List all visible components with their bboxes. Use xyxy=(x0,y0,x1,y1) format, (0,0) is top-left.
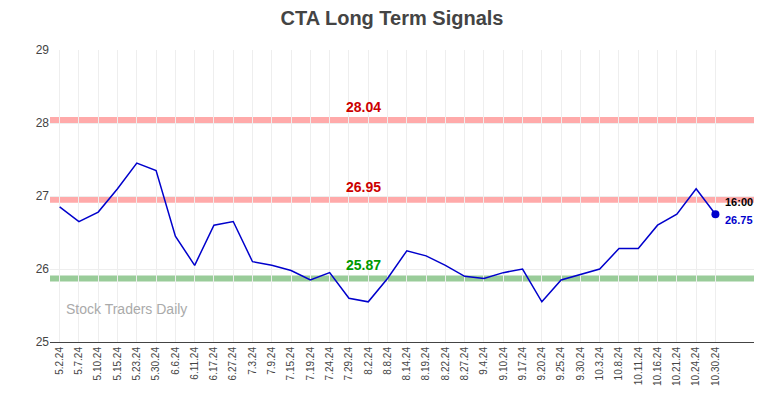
svg-text:28: 28 xyxy=(36,116,50,130)
svg-text:6.6.24: 6.6.24 xyxy=(170,347,181,375)
svg-text:29: 29 xyxy=(36,43,50,57)
svg-text:5.30.24: 5.30.24 xyxy=(150,347,161,381)
svg-text:8.14.24: 8.14.24 xyxy=(401,347,412,381)
svg-text:7.9.24: 7.9.24 xyxy=(266,347,277,375)
svg-text:8.27.24: 8.27.24 xyxy=(459,347,470,381)
svg-text:6.27.24: 6.27.24 xyxy=(227,347,238,381)
svg-text:28.04: 28.04 xyxy=(346,99,381,115)
svg-text:8.22.24: 8.22.24 xyxy=(440,347,451,381)
svg-text:6.17.24: 6.17.24 xyxy=(208,347,219,381)
svg-text:9.4.24: 9.4.24 xyxy=(478,347,489,375)
svg-text:16:00: 16:00 xyxy=(725,196,753,208)
svg-text:26.75: 26.75 xyxy=(725,214,753,226)
svg-text:9.25.24: 9.25.24 xyxy=(555,347,566,381)
svg-text:7.19.24: 7.19.24 xyxy=(305,347,316,381)
svg-text:10.16.24: 10.16.24 xyxy=(652,347,663,386)
svg-text:5.15.24: 5.15.24 xyxy=(112,347,123,381)
svg-text:7.15.24: 7.15.24 xyxy=(285,347,296,381)
svg-text:27: 27 xyxy=(36,189,50,203)
svg-text:CTA Long Term Signals: CTA Long Term Signals xyxy=(281,7,504,29)
svg-text:10.30.24: 10.30.24 xyxy=(710,347,721,386)
svg-text:7.29.24: 7.29.24 xyxy=(343,347,354,381)
svg-text:10.21.24: 10.21.24 xyxy=(671,347,682,386)
svg-text:8.2.24: 8.2.24 xyxy=(363,347,374,375)
svg-text:10.24.24: 10.24.24 xyxy=(690,347,701,386)
svg-text:26: 26 xyxy=(36,262,50,276)
svg-text:9.10.24: 9.10.24 xyxy=(498,347,509,381)
svg-text:Stock Traders Daily: Stock Traders Daily xyxy=(66,301,187,317)
svg-text:8.8.24: 8.8.24 xyxy=(382,347,393,375)
svg-text:9.17.24: 9.17.24 xyxy=(517,347,528,381)
svg-text:10.3.24: 10.3.24 xyxy=(594,347,605,381)
svg-text:26.95: 26.95 xyxy=(346,179,381,195)
svg-text:9.20.24: 9.20.24 xyxy=(536,347,547,381)
svg-text:5.23.24: 5.23.24 xyxy=(131,347,142,381)
svg-text:5.2.24: 5.2.24 xyxy=(54,347,65,375)
svg-text:8.19.24: 8.19.24 xyxy=(420,347,431,381)
svg-text:10.8.24: 10.8.24 xyxy=(613,347,624,381)
svg-text:25: 25 xyxy=(36,335,50,349)
svg-text:5.7.24: 5.7.24 xyxy=(73,347,84,375)
svg-text:25.87: 25.87 xyxy=(346,257,381,273)
svg-text:6.11.24: 6.11.24 xyxy=(189,347,200,380)
svg-text:7.3.24: 7.3.24 xyxy=(247,347,258,375)
svg-text:5.10.24: 5.10.24 xyxy=(92,347,103,381)
svg-text:7.24.24: 7.24.24 xyxy=(324,347,335,381)
svg-text:9.30.24: 9.30.24 xyxy=(575,347,586,381)
svg-text:10.11.24: 10.11.24 xyxy=(633,347,644,386)
